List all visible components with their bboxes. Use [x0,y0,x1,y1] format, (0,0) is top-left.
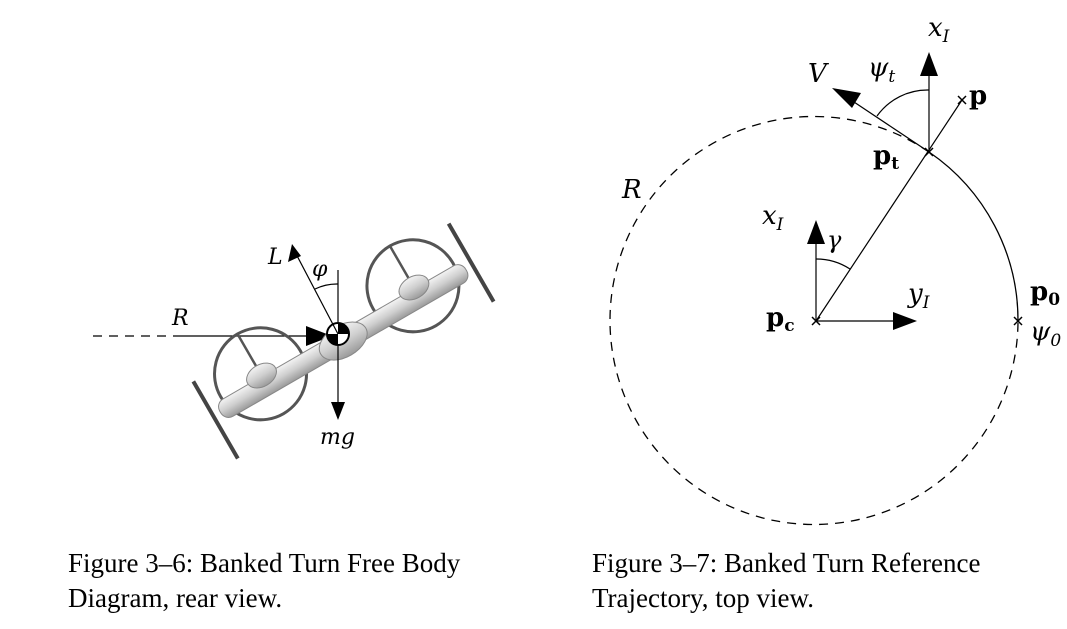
caption-right-line-2: Trajectory, top view. [592,583,814,613]
point-p-label: p [969,81,987,111]
velocity-vector [847,97,930,153]
top-x-axis-arrowhead [920,52,938,76]
heading-t-label: ψt [868,53,895,87]
reference-trajectory-diagram: xI V ψt p pt R xI γ yI pc p0 ψ0 [609,13,1061,526]
heading-angle-arc [876,89,930,117]
radius-label: R [171,306,189,331]
heading-0-label: ψ0 [1030,317,1061,351]
point-pt-label: pt [873,141,899,174]
gamma-label: γ [827,226,842,254]
weight-label: mg [320,425,355,450]
marker-pc [811,316,821,326]
center-x-axis-label: xI [762,201,784,235]
marker-p [957,95,967,105]
bank-angle-arc [314,283,339,290]
radius-label-top: R [621,175,642,205]
top-x-axis-label: xI [928,13,950,47]
lift-arrow [293,249,339,335]
weight-arrowhead [331,402,345,420]
caption-right-line-1: Figure 3–7: Banked Turn Reference [592,548,981,578]
marker-pt [924,147,934,157]
gamma-angle-arc [815,258,851,270]
trajectory-arc-solid [928,151,1019,322]
left-end-plate [191,380,240,460]
trajectory-circle-dashed [609,115,1019,526]
caption-left-line-2: Diagram, rear view. [68,583,283,613]
velocity-arrowhead [832,88,861,108]
bank-angle-label: φ [312,257,328,282]
caption-left-line-1: Figure 3–6: Banked Turn Free Body [68,548,461,578]
figure-caption-right: Figure 3–7: Banked Turn Reference Trajec… [592,546,1062,616]
point-p0-label: p0 [1030,277,1060,310]
right-end-plate [446,222,496,303]
y-axis-label: yI [907,279,930,313]
marker-p0 [1013,316,1023,326]
point-pc-label: pc [766,303,795,336]
radius-arrowhead [306,326,332,346]
free-body-diagram: L φ R mg [93,222,496,460]
center-x-axis-arrowhead [807,220,825,244]
lift-label: L [267,245,283,270]
center-y-axis-arrowhead [893,312,917,330]
velocity-label: V [808,59,829,89]
center-to-p-line [815,99,963,322]
figure-caption-left: Figure 3–6: Banked Turn Free Body Diagra… [68,546,538,616]
lift-arrowhead [288,244,301,262]
